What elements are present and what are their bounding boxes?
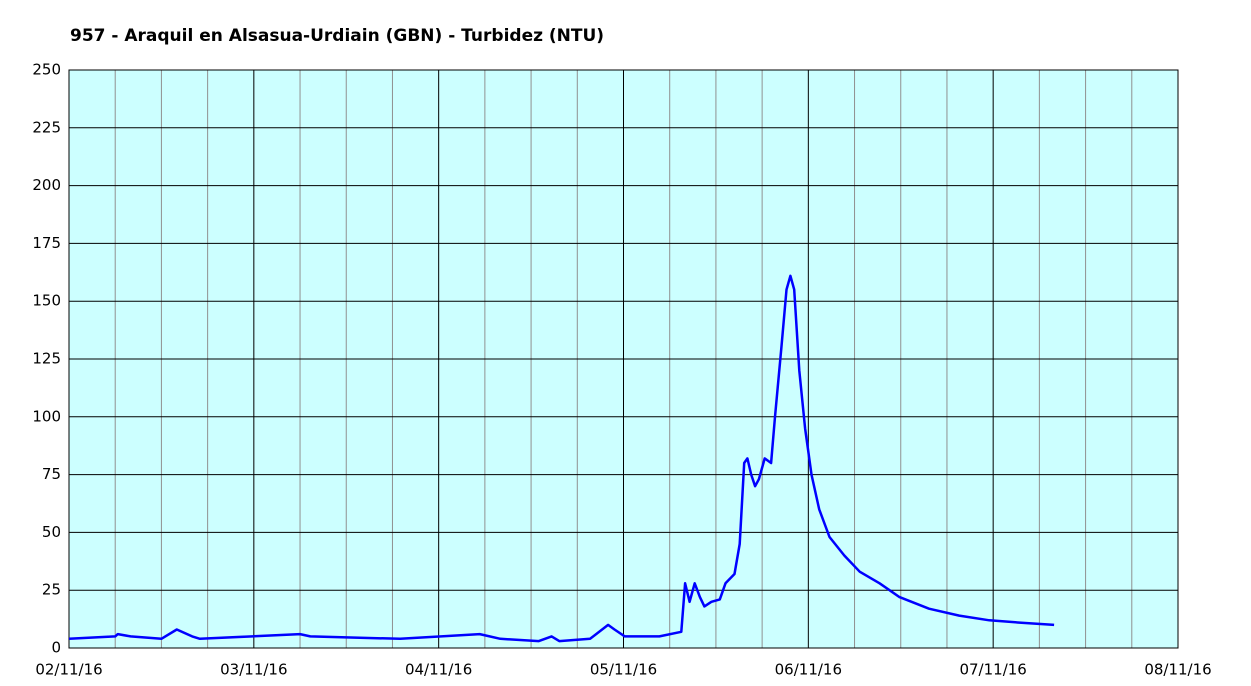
- y-tick-label: 250: [32, 61, 61, 79]
- x-tick-label: 04/11/16: [405, 661, 472, 679]
- plot-border: [68, 69, 1179, 649]
- chart-title: 957 - Araquil en Alsasua-Urdiain (GBN) -…: [70, 26, 604, 46]
- y-tick-label: 0: [51, 639, 61, 657]
- y-tick-label: 75: [42, 465, 61, 483]
- x-tick-label: 03/11/16: [220, 661, 287, 679]
- y-tick-label: 25: [42, 581, 61, 599]
- y-tick-label: 100: [32, 407, 61, 425]
- x-tick-label: 08/11/16: [1144, 661, 1211, 679]
- y-tick-label: 50: [42, 523, 61, 541]
- x-tick-label: 05/11/16: [590, 661, 657, 679]
- y-tick-label: 175: [32, 234, 61, 252]
- y-tick-label: 200: [32, 176, 61, 194]
- y-tick-label: 225: [32, 118, 61, 136]
- data-line: [68, 274, 1055, 643]
- x-tick-label: 02/11/16: [35, 661, 102, 679]
- x-tick-label: 06/11/16: [775, 661, 842, 679]
- y-tick-label: 125: [32, 350, 61, 368]
- y-tick-label: 150: [32, 292, 61, 310]
- x-tick-label: 07/11/16: [959, 661, 1026, 679]
